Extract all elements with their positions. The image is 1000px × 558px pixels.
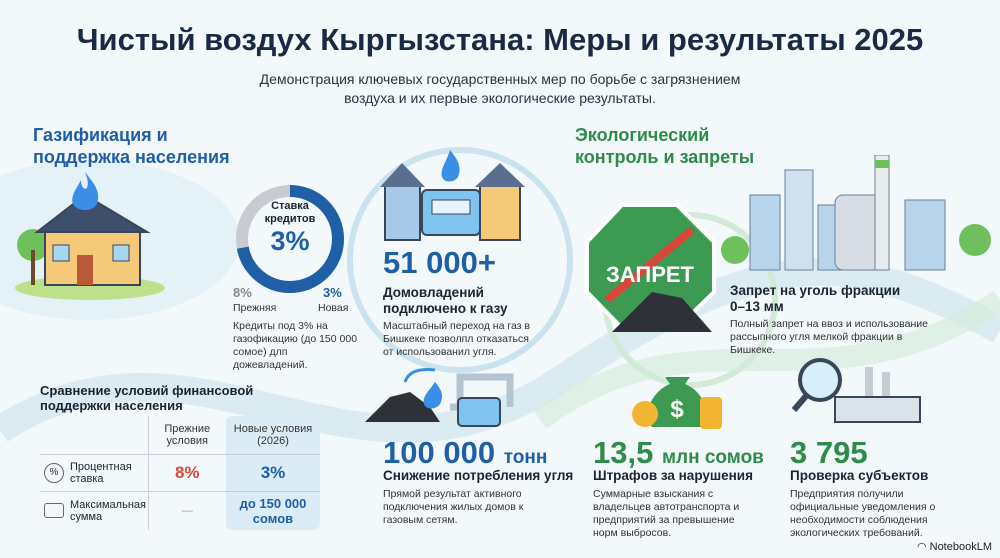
- households-value: 51 000+: [383, 245, 496, 280]
- ban-label: Запрет на уголь фракции 0–13 мм: [730, 283, 901, 314]
- new-rate-value: 3%: [323, 285, 342, 300]
- donut-arc-new: [236, 185, 344, 293]
- notebooklm-logo: ◠ NotebookLM: [916, 541, 992, 553]
- ban-desc: Полный запрет на ввоз и использование ра…: [730, 318, 928, 356]
- section-header-eco-control: Экологический контроль и запреты: [575, 125, 755, 167]
- donut-value: 3%: [270, 226, 310, 256]
- new-rate-label: Новая: [318, 302, 349, 314]
- ban-sign-illustration: ЗАПРЕТ: [585, 203, 716, 332]
- fines-label: Штрафов за нарушения: [593, 468, 753, 483]
- credit-rate-donut: [236, 185, 344, 293]
- donut-title: Ставка кредитов: [264, 200, 316, 225]
- wallet-icon: [44, 503, 64, 518]
- households-label: Домовладений подключено к газу: [383, 285, 508, 316]
- fines-unit: млн сомов: [661, 447, 764, 468]
- new-sum-cell: до 150 000 сомов: [226, 491, 320, 530]
- coal-reduction-desc: Прямой результат активного подключения ж…: [383, 488, 524, 526]
- houses-gas-meter-illustration: [380, 150, 525, 241]
- row-label: Процентная ставка: [70, 460, 132, 485]
- old-rate-cell: 8%: [174, 462, 200, 482]
- table-title: Сравнение условий финансовой поддержки н…: [40, 383, 254, 413]
- fines-value: 13,5 млн сомов: [593, 435, 764, 470]
- old-sum-cell: —: [181, 504, 193, 517]
- percent-icon: %: [44, 462, 64, 483]
- row-label: Максимальная сумма: [70, 498, 146, 523]
- page-subtitle: Демонстрация ключевых государственных ме…: [259, 71, 741, 106]
- flame-icon: [72, 172, 99, 210]
- coal-reduction-unit: тонн: [503, 447, 548, 468]
- money-bag-illustration: $: [632, 377, 722, 429]
- credit-desc: Кредиты под 3% на газофикацию (до 150 00…: [233, 320, 358, 371]
- page-title: Чистый воздух Кыргызстана: Меры и резуль…: [76, 22, 924, 57]
- old-rate-label: Прежняя: [233, 302, 277, 314]
- checks-label: Проверка субъектов: [790, 468, 929, 483]
- checks-desc: Предприятия получили официальные уведомл…: [790, 488, 936, 539]
- coal-reduction-label: Снижение потребления угля: [383, 468, 574, 483]
- table-row: % Процентная ставка 8% 3%: [40, 454, 320, 491]
- section-header-gasification: Газификация и поддержка населения: [33, 125, 230, 167]
- coal-reduction-value: 100 000 тонн: [383, 435, 548, 470]
- city-industry-illustration: [721, 155, 991, 271]
- col-new: Новые условия (2026): [226, 416, 320, 454]
- new-rate-cell: 3%: [226, 454, 320, 491]
- fines-desc: Суммарные взыскания с владельцев автотра…: [593, 488, 740, 539]
- inspection-illustration: [791, 358, 921, 423]
- checks-value: 3 795: [790, 435, 868, 470]
- col-old: Прежние условия: [164, 422, 211, 447]
- old-rate-value: 8%: [233, 285, 252, 300]
- ban-sign-text: ЗАПРЕТ: [606, 262, 695, 287]
- households-desc: Масштабный переход на газ в Бишкеке позв…: [383, 320, 530, 358]
- svg-text:$: $: [670, 396, 684, 423]
- table-row: Максимальная сумма — до 150 000 сомов: [40, 491, 320, 530]
- comparison-table: Прежние условия Новые условия (2026) % Пр…: [40, 416, 320, 530]
- notebooklm-icon: ◠: [916, 541, 930, 553]
- house-illustration: [15, 172, 165, 300]
- coal-to-gas-illustration: [365, 368, 514, 427]
